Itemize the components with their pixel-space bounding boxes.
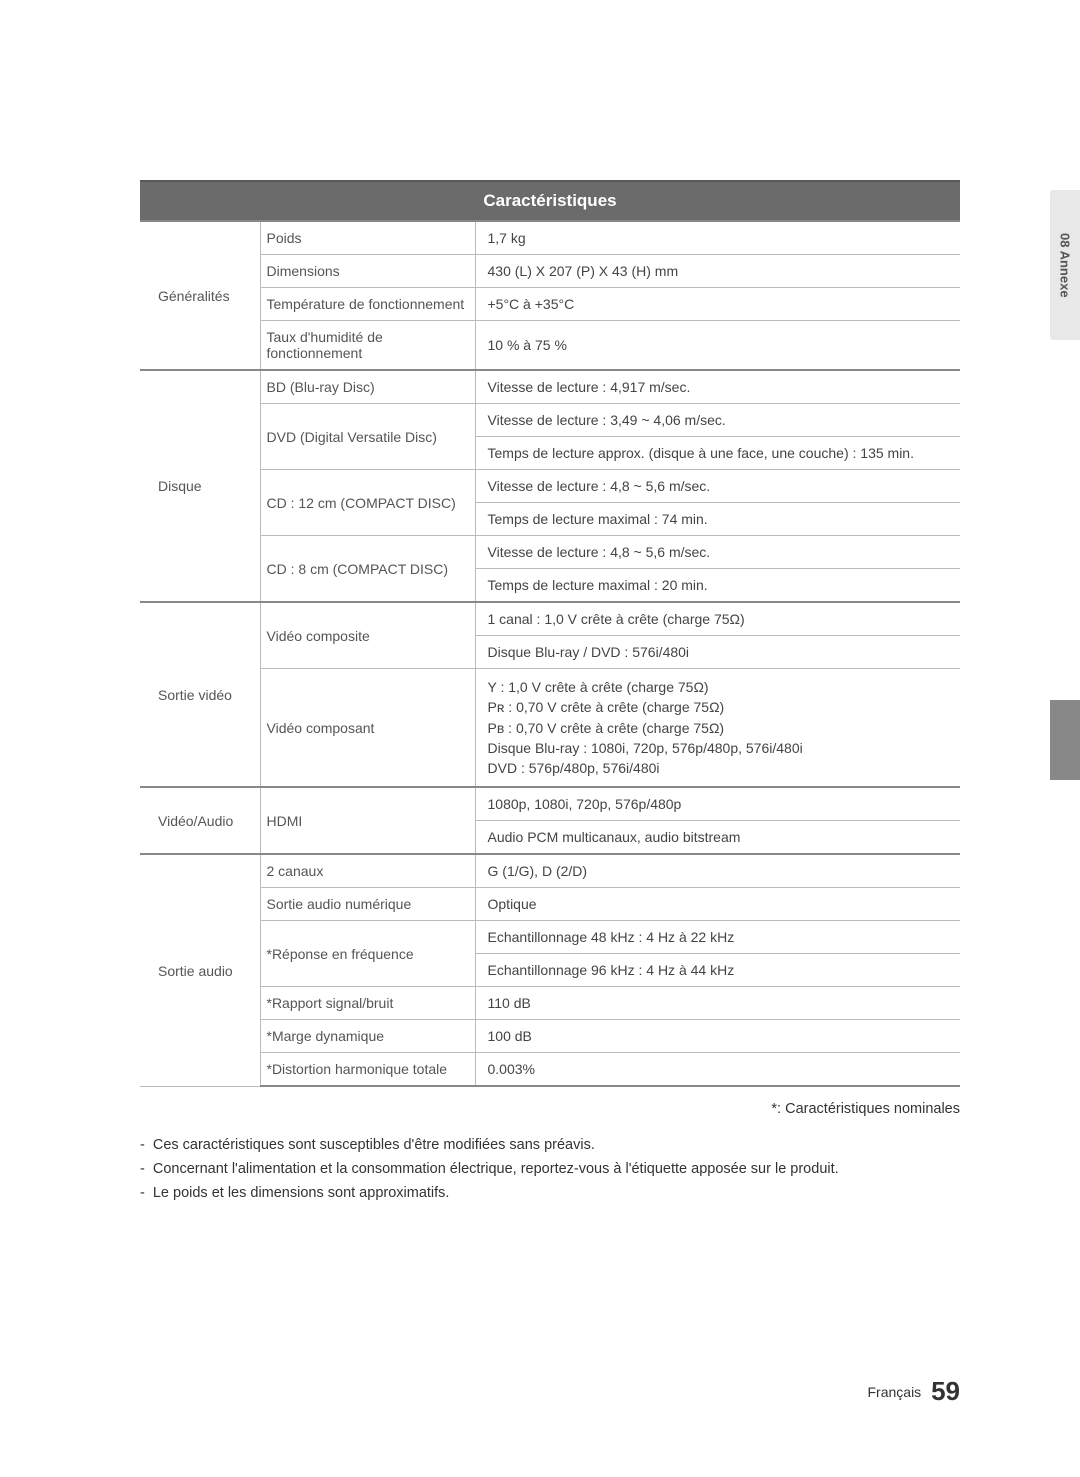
spec-label-cell: Taux d'humidité de fonctionnement [260, 321, 475, 371]
table-title: Caractéristiques [140, 180, 960, 220]
spec-value-cell: Y : 1,0 V crête à crête (charge 75Ω)Pʀ :… [475, 669, 960, 788]
spec-value-cell: 1080p, 1080i, 720p, 576p/480p [475, 787, 960, 821]
spec-value-cell: 0.003% [475, 1053, 960, 1087]
page-container: 08 Annexe Caractéristiques GénéralitésPo… [0, 0, 1080, 1267]
spec-value-cell: Temps de lecture approx. (disque à une f… [475, 437, 960, 470]
note-item: -Le poids et les dimensions sont approxi… [140, 1183, 960, 1205]
spec-label-cell: Vidéo composant [260, 669, 475, 788]
category-cell: Vidéo/Audio [140, 787, 260, 854]
spec-label-cell: Poids [260, 221, 475, 255]
spec-value-cell: 100 dB [475, 1020, 960, 1053]
spec-label-cell: *Distortion harmonique totale [260, 1053, 475, 1087]
spec-table-body: GénéralitésPoids1,7 kgDimensions430 (L) … [140, 221, 960, 1086]
spec-value-cell: Vitesse de lecture : 4,8 ~ 5,6 m/sec. [475, 470, 960, 503]
spec-value-cell: Temps de lecture maximal : 20 min. [475, 569, 960, 603]
spec-value-cell: Vitesse de lecture : 3,49 ~ 4,06 m/sec. [475, 404, 960, 437]
spec-value-cell: 110 dB [475, 987, 960, 1020]
spec-label-cell: *Réponse en fréquence [260, 921, 475, 987]
spec-table: GénéralitésPoids1,7 kgDimensions430 (L) … [140, 220, 960, 1087]
section-tab: 08 Annexe [1050, 190, 1080, 340]
spec-label-cell: Vidéo composite [260, 602, 475, 669]
section-tab-shadow [1050, 700, 1080, 780]
spec-label-cell: CD : 12 cm (COMPACT DISC) [260, 470, 475, 536]
spec-value-cell: 1,7 kg [475, 221, 960, 255]
nominal-note: *: Caractéristiques nominales [140, 1101, 960, 1117]
spec-value-cell: Vitesse de lecture : 4,917 m/sec. [475, 370, 960, 404]
spec-value-cell: +5°C à +35°C [475, 288, 960, 321]
spec-label-cell: DVD (Digital Versatile Disc) [260, 404, 475, 470]
note-text: Le poids et les dimensions sont approxim… [153, 1183, 450, 1205]
spec-value-cell: Disque Blu-ray / DVD : 576i/480i [475, 636, 960, 669]
footer-lang: Français [868, 1384, 922, 1400]
spec-label-cell: *Rapport signal/bruit [260, 987, 475, 1020]
category-cell: Sortie vidéo [140, 602, 260, 787]
spec-label-cell: Dimensions [260, 255, 475, 288]
note-item: -Concernant l'alimentation et la consomm… [140, 1159, 960, 1181]
category-cell: Disque [140, 370, 260, 602]
dash-icon: - [140, 1135, 145, 1157]
dash-icon: - [140, 1159, 145, 1181]
footer-page-number: 59 [931, 1376, 960, 1406]
page-footer: Français 59 [868, 1376, 961, 1407]
spec-value-cell: 430 (L) X 207 (P) X 43 (H) mm [475, 255, 960, 288]
spec-label-cell: Température de fonctionnement [260, 288, 475, 321]
category-cell: Sortie audio [140, 854, 260, 1086]
spec-value-cell: Vitesse de lecture : 4,8 ~ 5,6 m/sec. [475, 536, 960, 569]
spec-label-cell: CD : 8 cm (COMPACT DISC) [260, 536, 475, 603]
dash-icon: - [140, 1183, 145, 1205]
spec-value-cell: 1 canal : 1,0 V crête à crête (charge 75… [475, 602, 960, 636]
spec-value-cell: 10 % à 75 % [475, 321, 960, 371]
note-text: Ces caractéristiques sont susceptibles d… [153, 1135, 595, 1157]
notes-list: -Ces caractéristiques sont susceptibles … [140, 1135, 960, 1204]
note-text: Concernant l'alimentation et la consomma… [153, 1159, 839, 1181]
spec-label-cell: Sortie audio numérique [260, 888, 475, 921]
spec-label-cell: BD (Blu-ray Disc) [260, 370, 475, 404]
spec-value-cell: Temps de lecture maximal : 74 min. [475, 503, 960, 536]
note-item: -Ces caractéristiques sont susceptibles … [140, 1135, 960, 1157]
spec-value-cell: Audio PCM multicanaux, audio bitstream [475, 821, 960, 855]
spec-label-cell: 2 canaux [260, 854, 475, 888]
category-cell: Généralités [140, 221, 260, 370]
spec-value-cell: Optique [475, 888, 960, 921]
spec-value-cell: Echantillonnage 48 kHz : 4 Hz à 22 kHz [475, 921, 960, 954]
spec-value-cell: Echantillonnage 96 kHz : 4 Hz à 44 kHz [475, 954, 960, 987]
spec-label-cell: *Marge dynamique [260, 1020, 475, 1053]
spec-label-cell: HDMI [260, 787, 475, 854]
spec-value-cell: G (1/G), D (2/D) [475, 854, 960, 888]
